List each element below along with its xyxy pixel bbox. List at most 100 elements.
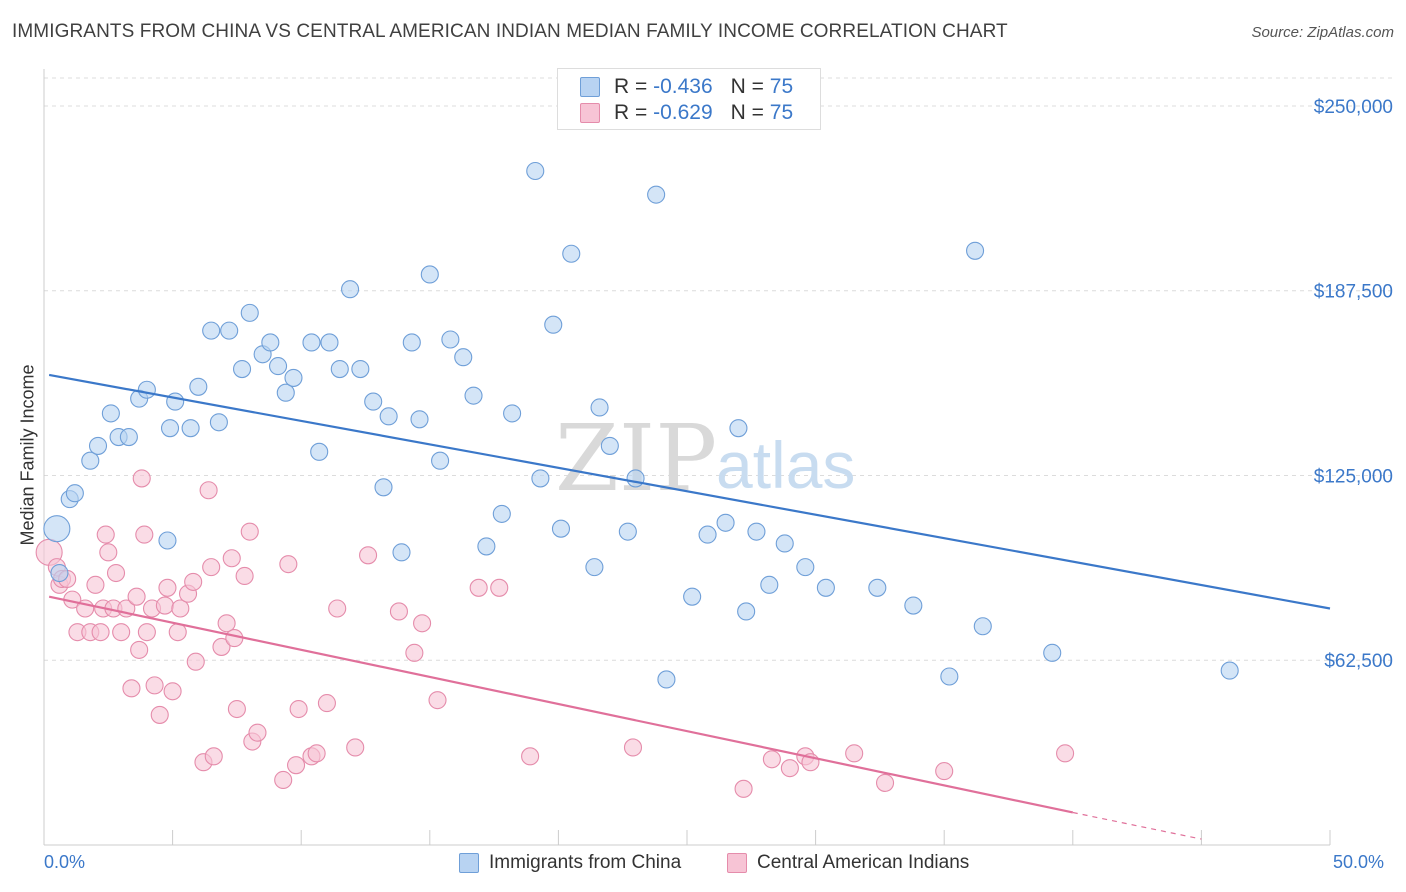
data-point (186, 652, 205, 671)
data-point (284, 368, 303, 387)
data-point (158, 578, 177, 597)
data-point (716, 513, 735, 532)
data-point (940, 667, 959, 686)
data-point (119, 427, 138, 447)
watermark-zip: ZIP (555, 405, 717, 512)
data-point (227, 699, 246, 719)
data-point (289, 699, 308, 719)
data-point (199, 481, 218, 500)
data-point (747, 522, 766, 541)
data-point (127, 587, 146, 606)
data-point (91, 623, 110, 642)
watermark: ZIP atlas (555, 405, 855, 512)
data-point (209, 413, 228, 432)
data-point (130, 640, 149, 659)
data-point (374, 478, 393, 497)
data-point (279, 555, 298, 574)
data-point (796, 558, 815, 577)
data-point (269, 357, 288, 376)
data-point (96, 525, 115, 544)
data-point (698, 525, 717, 544)
data-point (166, 392, 185, 411)
data-point (904, 596, 923, 615)
data-point (106, 563, 126, 583)
data-point (551, 519, 571, 538)
data-point (590, 398, 609, 417)
data-point (562, 244, 581, 263)
data-point (88, 436, 108, 455)
data-point (204, 747, 223, 766)
data-point (274, 770, 293, 790)
data-point (346, 738, 365, 757)
bottom-legend-china: Immigrants from China (459, 852, 681, 874)
data-point (868, 578, 887, 597)
data-point (155, 596, 174, 615)
data-point (647, 185, 666, 204)
data-point (328, 599, 347, 618)
legend-row-china: R = -0.436 N = 75 (580, 74, 793, 100)
data-point (202, 558, 221, 577)
data-point (99, 543, 118, 562)
data-point (762, 750, 781, 769)
data-point (729, 419, 748, 438)
x-tick-label-min: 0.0% (44, 852, 86, 872)
data-point (405, 643, 424, 662)
legend-r-value: -0.629 (653, 101, 713, 124)
data-point (737, 602, 756, 621)
data-point (683, 587, 702, 606)
data-point (585, 558, 604, 577)
data-point (780, 759, 799, 778)
data-point (734, 779, 753, 798)
data-point (526, 161, 545, 181)
data-point (240, 522, 259, 541)
data-point (158, 531, 177, 550)
data-point (935, 762, 954, 781)
data-point (235, 566, 254, 586)
data-point (168, 623, 187, 642)
data-point (413, 614, 432, 633)
data-point (351, 360, 370, 379)
data-point (181, 419, 200, 438)
data-point (1220, 661, 1239, 680)
legend-r-label: R = (614, 75, 648, 98)
data-point (43, 515, 71, 543)
data-point (760, 575, 779, 594)
legend-swatch-blue (580, 77, 600, 97)
data-point (775, 534, 794, 553)
data-point (364, 392, 383, 411)
data-point (101, 404, 120, 423)
x-tick-label-max: 50.0% (1333, 852, 1385, 872)
data-point (135, 525, 154, 544)
data-point (81, 451, 100, 470)
data-point (379, 407, 398, 426)
data-point (150, 705, 169, 724)
y-tick-label: $62,500 (1324, 651, 1393, 672)
data-point (310, 442, 329, 461)
trend-line (48, 595, 1074, 814)
data-point (816, 578, 835, 597)
trend-lines (48, 373, 1331, 840)
data-point (232, 360, 252, 379)
data-point (441, 330, 460, 349)
y-tick-label: $250,000 (1314, 97, 1393, 118)
data-point (137, 380, 156, 399)
data-point (160, 419, 180, 438)
data-point (359, 546, 378, 565)
data-point (112, 623, 131, 642)
data-point (137, 623, 156, 642)
data-point (171, 599, 190, 618)
data-point (1056, 744, 1075, 763)
data-point (163, 682, 182, 701)
trend-line-extension (1072, 811, 1202, 840)
legend-n-label: N = (730, 101, 764, 124)
y-tick-labels: $62,500 $125,000 $187,500 $250,000 (1314, 97, 1393, 672)
data-point (317, 694, 336, 713)
data-point (287, 756, 306, 775)
data-point (402, 333, 421, 352)
data-point (490, 578, 509, 597)
legend-n-value: 75 (769, 101, 794, 124)
data-point (845, 744, 864, 763)
data-point (875, 773, 895, 792)
data-point (521, 747, 540, 766)
